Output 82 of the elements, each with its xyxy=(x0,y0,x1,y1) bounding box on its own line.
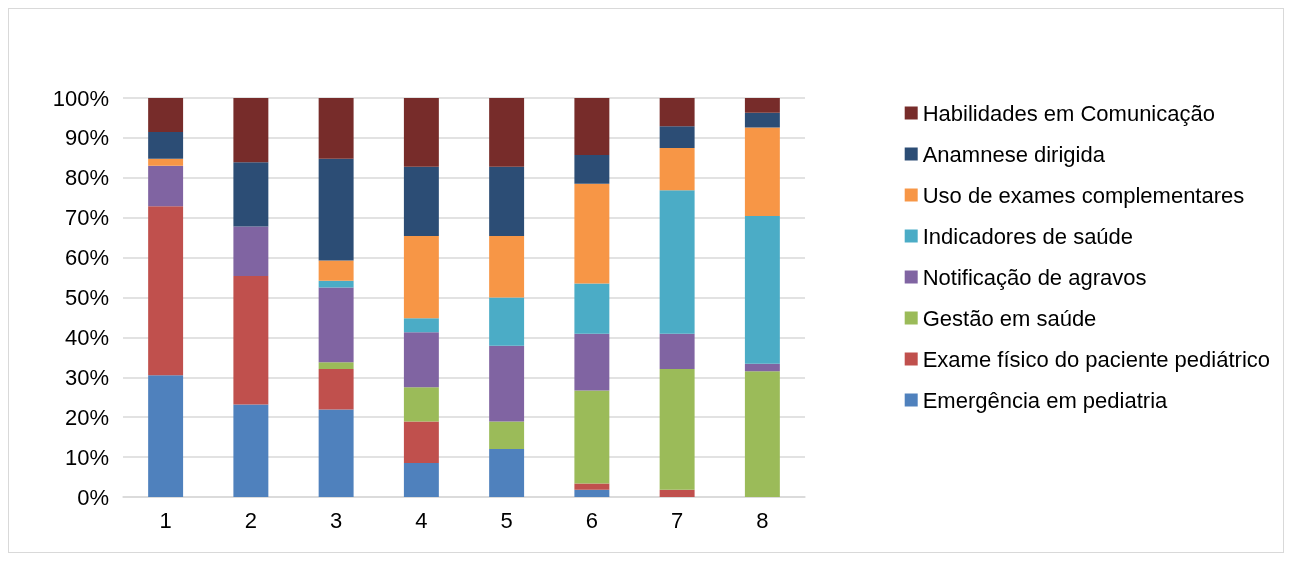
bar xyxy=(403,236,439,319)
bar xyxy=(489,297,525,346)
y-tick-label: 70% xyxy=(64,205,109,231)
bar xyxy=(659,489,695,497)
bar xyxy=(318,260,354,281)
bar xyxy=(574,155,610,184)
bar xyxy=(403,98,439,167)
y-tick-label: 30% xyxy=(64,364,109,390)
y-tick-label: 0% xyxy=(77,484,109,510)
bar xyxy=(148,98,184,132)
bar xyxy=(318,368,354,410)
bar xyxy=(148,165,184,207)
x-tick-label: 4 xyxy=(415,507,428,533)
bar xyxy=(659,126,695,148)
bar xyxy=(403,463,439,497)
legend-label: Indicadores de saúde xyxy=(922,223,1134,249)
x-tick-label: 2 xyxy=(244,507,257,533)
x-tick-label: 6 xyxy=(585,507,598,533)
x-tick-label: 1 xyxy=(159,507,172,533)
bar xyxy=(318,280,354,288)
bar xyxy=(574,333,610,391)
bar xyxy=(233,226,269,276)
bar xyxy=(574,183,610,284)
bar xyxy=(148,375,184,497)
legend-label: Exame físico do paciente pediátrico xyxy=(922,346,1271,372)
bar xyxy=(489,98,525,167)
bar xyxy=(403,318,439,333)
bar xyxy=(318,287,354,363)
bar xyxy=(574,483,610,490)
x-tick-label: 3 xyxy=(330,507,343,533)
bar xyxy=(744,363,780,372)
x-tick-label: 5 xyxy=(500,507,513,533)
legend-label: Emergência em pediatria xyxy=(922,387,1169,413)
bar xyxy=(403,332,439,388)
bar xyxy=(148,206,184,376)
bar xyxy=(318,362,354,369)
bar xyxy=(233,404,269,497)
bar xyxy=(574,489,610,497)
bar xyxy=(574,283,610,334)
y-tick-label: 90% xyxy=(64,125,109,151)
y-tick-label: 100% xyxy=(52,85,109,111)
bar xyxy=(744,127,780,217)
bar xyxy=(489,166,525,237)
bar xyxy=(489,421,525,450)
bar xyxy=(318,98,354,159)
legend-label: Notificação de agravos xyxy=(922,264,1147,290)
bar xyxy=(318,409,354,497)
bar xyxy=(403,421,439,464)
bar xyxy=(233,162,269,227)
bar xyxy=(744,371,780,497)
legend-label: Habilidades em Comunicação xyxy=(922,100,1215,126)
bar xyxy=(233,275,269,405)
bar xyxy=(659,368,695,490)
bar xyxy=(403,387,439,422)
bar xyxy=(574,390,610,484)
bar xyxy=(744,98,780,113)
bar xyxy=(318,158,354,261)
legend-label: Gestão em saúde xyxy=(922,305,1097,331)
y-tick-label: 10% xyxy=(64,444,109,470)
bar xyxy=(659,98,695,127)
y-tick-label: 50% xyxy=(64,285,109,310)
bar xyxy=(574,98,610,156)
bar xyxy=(403,166,439,237)
bar xyxy=(148,131,184,159)
bar xyxy=(744,216,780,364)
legend-label: Anamnese dirigida xyxy=(922,141,1106,167)
bar xyxy=(148,158,184,166)
legend-label: Uso de exames complementares xyxy=(922,182,1245,208)
bar xyxy=(744,112,780,128)
bar xyxy=(659,333,695,369)
bar xyxy=(659,190,695,334)
bar xyxy=(489,345,525,422)
y-tick-label: 20% xyxy=(64,404,109,430)
bar xyxy=(489,236,525,298)
x-tick-label: 8 xyxy=(756,507,769,533)
bar xyxy=(659,147,695,191)
y-tick-label: 40% xyxy=(64,324,109,350)
bar xyxy=(233,98,269,163)
bar xyxy=(489,449,525,497)
y-tick-label: 60% xyxy=(64,245,109,271)
x-tick-label: 7 xyxy=(671,507,684,533)
y-tick-label: 80% xyxy=(64,165,109,191)
